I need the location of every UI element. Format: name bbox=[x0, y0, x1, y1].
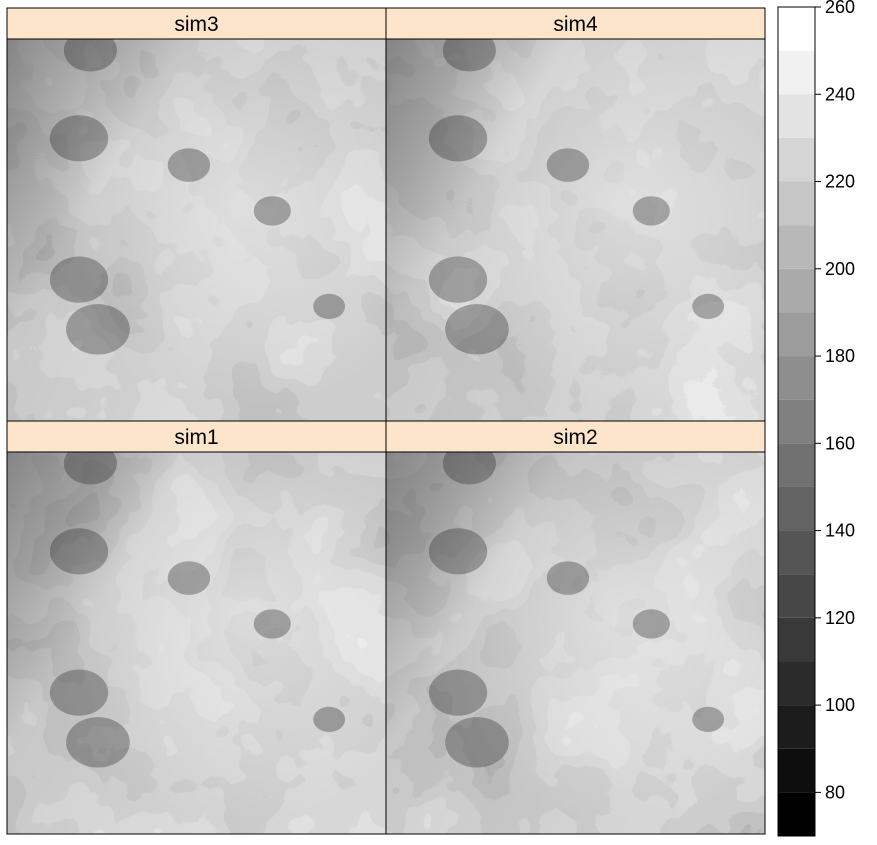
raster-sim2 bbox=[386, 452, 765, 834]
colorkey-bands bbox=[778, 7, 815, 836]
colorkey-band bbox=[778, 443, 815, 487]
colorkey-band bbox=[778, 748, 815, 793]
colorkey-frame bbox=[777, 6, 816, 837]
strip-sim1 bbox=[6, 420, 387, 453]
colorkey-band bbox=[778, 50, 815, 95]
colorkey-band bbox=[778, 312, 815, 357]
colorkey-band bbox=[778, 268, 815, 313]
colorkey-tick-label: 120 bbox=[825, 608, 855, 628]
colorkey-band bbox=[778, 486, 815, 531]
colorkey-tick-label: 100 bbox=[825, 695, 855, 715]
strip-sim3 bbox=[6, 7, 387, 40]
panel-sim4: sim4 bbox=[385, 7, 766, 422]
strip-label: sim1 bbox=[174, 426, 218, 449]
colorkey-tick-label: 140 bbox=[825, 521, 855, 541]
colorkey-ticks: 80 100 120 140 160 180 200 220 240 260 bbox=[815, 0, 855, 802]
colorkey-tick-label: 180 bbox=[825, 346, 855, 366]
colorkey-band bbox=[778, 617, 815, 662]
panel-sim3: sim3 bbox=[6, 7, 387, 422]
raster-sim3 bbox=[7, 39, 386, 421]
panel-sim2: sim2 bbox=[385, 420, 766, 835]
colorkey-band bbox=[778, 137, 815, 182]
strip-label: sim4 bbox=[553, 13, 598, 36]
colorkey-band bbox=[778, 399, 815, 444]
strip-sim2 bbox=[385, 420, 766, 453]
colorkey-band bbox=[778, 792, 815, 836]
colorkey-tick-label: 240 bbox=[825, 84, 855, 104]
panels: sim3 sim4 sim1 sim2 bbox=[6, 7, 766, 835]
colorkey-band bbox=[778, 7, 815, 51]
colorkey-band bbox=[778, 574, 815, 618]
raster-sim4 bbox=[386, 39, 765, 421]
colorkey-tick-label: 220 bbox=[825, 172, 855, 192]
colorkey-tick-label: 260 bbox=[825, 0, 855, 17]
colorkey-band bbox=[778, 530, 815, 575]
panel-sim1: sim1 bbox=[6, 420, 387, 835]
strip-label: sim2 bbox=[553, 426, 597, 449]
colorkey-band bbox=[778, 356, 815, 400]
colorkey-band bbox=[778, 181, 815, 226]
colorkey: 80 100 120 140 160 180 200 220 240 260 bbox=[777, 0, 855, 837]
colorkey-band bbox=[778, 705, 815, 749]
colorkey-tick-label: 160 bbox=[825, 433, 855, 453]
raster-sim1 bbox=[7, 452, 386, 834]
colorkey-band bbox=[778, 94, 815, 138]
colorkey-band bbox=[778, 225, 815, 269]
strip-label: sim3 bbox=[174, 13, 218, 36]
colorkey-tick-label: 80 bbox=[825, 782, 845, 802]
colorkey-tick-label: 200 bbox=[825, 259, 855, 279]
colorkey-band bbox=[778, 661, 815, 706]
